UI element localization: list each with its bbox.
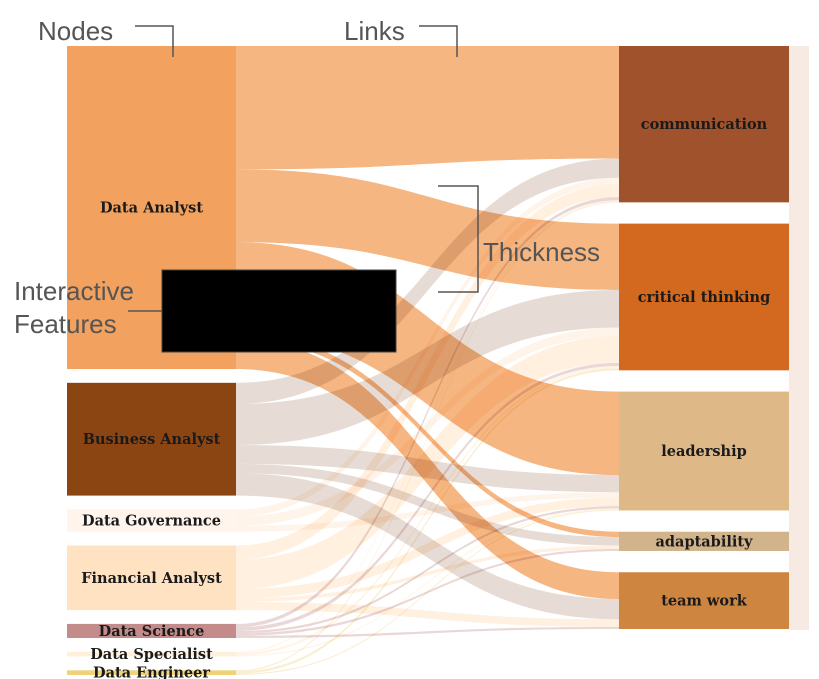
- link-data-analyst-to-adaptability[interactable]: [236, 333, 619, 538]
- redacted-box: [161, 269, 397, 353]
- link-data-analyst-to-communication[interactable]: [236, 46, 619, 170]
- target-node-label-leadership: leadership: [661, 443, 747, 460]
- source-node-data-specialist[interactable]: [67, 651, 236, 657]
- target-scrollbar-strip[interactable]: [789, 46, 809, 630]
- link-financial-analyst-to-adaptability[interactable]: [236, 545, 619, 602]
- source-node-data-engineer[interactable]: [67, 670, 236, 675]
- target-node-team-work[interactable]: [619, 572, 789, 629]
- link-data-science-to-critical-thinking[interactable]: [236, 362, 619, 631]
- source-node-data-governance[interactable]: [67, 509, 236, 532]
- link-data-science-to-communication[interactable]: [236, 197, 619, 628]
- target-node-label-team-work: team work: [661, 593, 748, 610]
- nodes-layer: [67, 46, 789, 675]
- link-data-science-to-adaptability[interactable]: [236, 548, 619, 636]
- link-business-analyst-to-adaptability[interactable]: [236, 463, 619, 546]
- link-data-governance-to-critical-thinking[interactable]: [236, 327, 619, 526]
- links-layer: [236, 46, 619, 675]
- annotation-thickness: Thickness: [483, 237, 600, 267]
- source-node-financial-analyst[interactable]: [67, 545, 236, 611]
- link-data-engineer-to-critical-thinking[interactable]: [236, 368, 619, 674]
- link-data-specialist-to-leadership[interactable]: [236, 508, 619, 657]
- target-node-label-critical-thinking: critical thinking: [638, 289, 771, 306]
- source-node-data-science[interactable]: [67, 623, 236, 639]
- link-business-analyst-to-communication[interactable]: [236, 158, 619, 404]
- link-data-analyst-to-team-work[interactable]: [236, 339, 619, 600]
- annotation-links: Links: [344, 16, 405, 46]
- annotation-interactive-line2: Features: [14, 309, 117, 339]
- links-bracket: [419, 25, 458, 57]
- target-node-communication[interactable]: [619, 46, 789, 203]
- annotation-interactive-line1: Interactive: [14, 276, 134, 306]
- target-node-critical-thinking[interactable]: [619, 223, 789, 371]
- source-node-label-financial-analyst: Financial Analyst: [81, 570, 222, 587]
- link-financial-analyst-to-team-work[interactable]: [236, 601, 619, 627]
- target-node-label-communication: communication: [641, 116, 768, 133]
- target-node-adaptability[interactable]: [619, 531, 789, 551]
- source-node-business-analyst[interactable]: [67, 382, 236, 496]
- annotation-nodes: Nodes: [38, 16, 113, 46]
- source-node-label-data-specialist: Data Specialist: [90, 646, 213, 663]
- link-data-science-to-leadership[interactable]: [236, 506, 619, 634]
- link-data-governance-to-leadership[interactable]: [236, 492, 619, 532]
- nodes-bracket: [135, 25, 174, 57]
- link-business-analyst-to-team-work[interactable]: [236, 473, 619, 620]
- source-node-label-data-analyst: Data Analyst: [100, 200, 203, 217]
- thickness-bracket: [438, 185, 479, 293]
- link-data-analyst-to-critical-thinking[interactable]: [236, 169, 619, 291]
- target-node-leadership[interactable]: [619, 391, 789, 511]
- source-node-label-business-analyst: Business Analyst: [83, 431, 221, 448]
- link-data-science-to-team-work[interactable]: [236, 626, 619, 639]
- source-node-label-data-science: Data Science: [99, 623, 205, 640]
- source-node-label-data-engineer: Data Engineer: [93, 665, 210, 679]
- target-node-label-adaptability: adaptability: [656, 533, 754, 550]
- annotation-callouts: [128, 25, 479, 312]
- labels-layer: Data Analyst Business Analyst Data Governa…: [81, 116, 770, 679]
- source-node-label-data-governance: Data Governance: [82, 513, 221, 530]
